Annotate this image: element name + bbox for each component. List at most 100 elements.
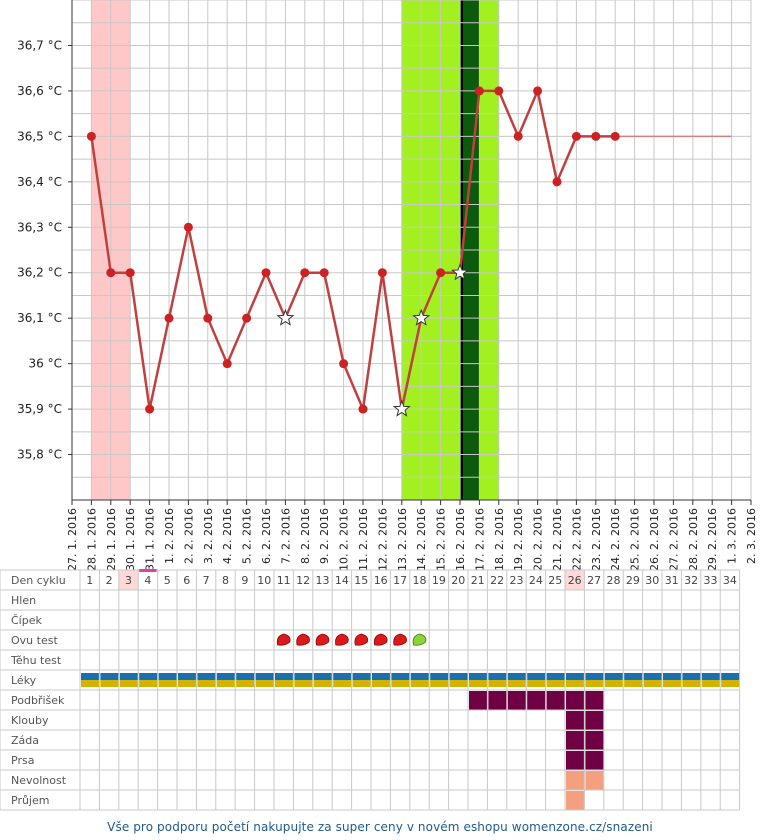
x-tick-label: 28. 1. 2016 (85, 508, 98, 570)
data-point (203, 313, 213, 323)
meds-cell (352, 680, 371, 687)
meds-cell (585, 680, 604, 687)
day-number: 16 (374, 574, 388, 587)
meds-cell (178, 673, 196, 680)
meds-cell (469, 673, 487, 680)
meds-cell (81, 680, 99, 687)
x-tick-label: 28. 2. 2016 (687, 508, 700, 570)
day-number: 23 (510, 574, 524, 587)
row-label: Léky (11, 674, 37, 687)
day-number: 14 (335, 574, 349, 587)
row-label: Čípek (11, 614, 42, 627)
meds-cell (507, 673, 526, 680)
meds-cell (682, 680, 701, 687)
x-tick-label: 24. 2. 2016 (609, 508, 622, 570)
day-number: 33 (704, 574, 718, 587)
data-point (125, 268, 135, 278)
meds-cell (333, 680, 352, 687)
symptom-cell (566, 731, 584, 750)
data-point (145, 404, 155, 414)
meds-cell (100, 673, 119, 680)
meds-cell (216, 680, 235, 687)
data-point (183, 222, 193, 232)
data-point (222, 359, 232, 369)
symptom-cell (585, 731, 604, 750)
day-highlight (118, 570, 139, 590)
symptom-cell (566, 691, 584, 710)
star-point (412, 308, 431, 326)
ovu-test-icon (412, 633, 427, 646)
row-label: Ovu test (11, 634, 58, 647)
x-tick-label: 11. 2. 2016 (357, 508, 370, 570)
meds-cell (721, 673, 740, 680)
meds-cell (158, 680, 177, 687)
meds-cell (410, 680, 429, 687)
x-tick-label: 3. 2. 2016 (202, 508, 215, 564)
y-tick-label: 36,5 °C (17, 129, 62, 143)
symptom-cell (507, 691, 526, 710)
row-label: Prsa (11, 754, 34, 767)
temperature-line (90, 89, 616, 411)
data-point (164, 313, 174, 323)
row-label: Hlen (11, 594, 36, 607)
meds-cell (255, 680, 274, 687)
data-point (106, 268, 116, 278)
current-day-marker (139, 569, 157, 572)
meds-cell (275, 673, 293, 680)
x-tick-label: 21. 2. 2016 (551, 508, 564, 570)
data-point (610, 131, 620, 141)
meds-cell (236, 680, 255, 687)
data-point (552, 177, 562, 187)
meds-cell (216, 673, 235, 680)
row-label: Den cyklu (11, 574, 66, 587)
meds-cell (333, 673, 352, 680)
x-tick-label: 16. 2. 2016 (454, 508, 467, 570)
data-point (319, 268, 329, 278)
meds-cell (721, 680, 740, 687)
footer-link[interactable]: Vše pro podporu početí nakupujte za supe… (107, 820, 653, 834)
day-number: 9 (241, 574, 248, 587)
x-tick-label: 26. 2. 2016 (648, 508, 661, 570)
day-number: 17 (393, 574, 407, 587)
x-tick-label: 31. 1. 2016 (144, 508, 157, 570)
data-point (339, 359, 349, 369)
meds-cell (449, 673, 468, 680)
data-point (377, 268, 387, 278)
y-tick-label: 36,2 °C (17, 266, 62, 280)
ovu-test-icon (335, 633, 349, 646)
x-tick-label: 1. 3. 2016 (726, 508, 739, 564)
meds-cell (372, 680, 390, 687)
meds-cell (236, 673, 255, 680)
meds-cell (643, 680, 662, 687)
ovu-test-icon (276, 633, 291, 646)
meds-cell (643, 673, 662, 680)
row-label: Podbřišek (11, 694, 65, 707)
meds-cell (197, 673, 216, 680)
y-tick-label: 36 °C (29, 357, 62, 371)
data-point (242, 313, 252, 323)
x-tick-label: 19. 2. 2016 (512, 508, 525, 570)
meds-cell (566, 680, 584, 687)
star-point (392, 399, 411, 417)
meds-cell (701, 680, 720, 687)
meds-cell (527, 673, 546, 680)
symptom-cell (566, 711, 584, 730)
meds-cell (255, 673, 274, 680)
symptom-cell (527, 691, 546, 710)
meds-cell (546, 680, 565, 687)
day-number: 25 (548, 574, 562, 587)
row-label: Průjem (11, 794, 49, 807)
ovu-test-icon (393, 633, 407, 646)
meds-cell (430, 680, 449, 687)
meds-cell (391, 673, 410, 680)
day-number: 12 (296, 574, 310, 587)
x-tick-label: 4. 2. 2016 (221, 508, 234, 564)
meds-cell (507, 680, 526, 687)
day-number: 34 (723, 574, 737, 587)
symptom-cell (469, 691, 487, 710)
day-number: 2 (106, 574, 113, 587)
meds-cell (566, 673, 584, 680)
data-point (474, 86, 484, 96)
meds-cell (100, 680, 119, 687)
x-tick-label: 8. 2. 2016 (299, 508, 312, 564)
